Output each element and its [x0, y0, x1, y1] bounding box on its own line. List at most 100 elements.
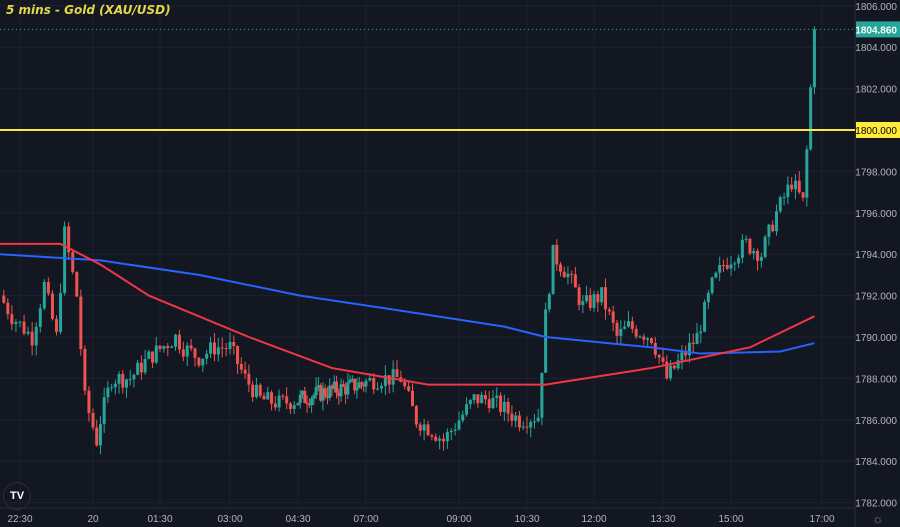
candle-body	[139, 362, 143, 373]
candle-body	[483, 394, 487, 400]
candle-body	[273, 403, 277, 408]
candle-body	[383, 375, 387, 387]
candle-body	[305, 402, 309, 404]
candle-body	[414, 406, 418, 425]
candle-body	[372, 378, 376, 390]
x-tick-label: 03:00	[217, 514, 242, 525]
candle-body	[262, 395, 266, 400]
candle-body	[34, 326, 38, 346]
candle-body	[243, 369, 247, 374]
candle-body	[476, 394, 480, 404]
candle-body	[50, 293, 54, 319]
candle-body	[236, 345, 240, 364]
candle-body	[630, 321, 634, 329]
candle-body	[22, 321, 26, 334]
candle-body	[627, 321, 630, 327]
candle-body	[672, 365, 676, 369]
candle-body	[277, 395, 281, 408]
candle-body	[607, 309, 611, 312]
candle-body	[83, 348, 87, 391]
candle-body	[771, 224, 775, 232]
candle-body	[212, 342, 216, 355]
candle-body	[411, 390, 414, 407]
candle-body	[495, 395, 499, 398]
candle-body	[740, 239, 744, 258]
y-tick-label: 1796.000	[855, 209, 897, 220]
y-tick-label: 1806.000	[855, 2, 897, 13]
candle-body	[491, 397, 495, 409]
candle-body	[809, 87, 813, 150]
candle-body	[117, 373, 121, 384]
x-tick-label: 22:30	[7, 514, 32, 525]
candle-body	[472, 394, 476, 401]
candle-body	[232, 341, 236, 346]
candle-body	[266, 392, 270, 400]
candle-body	[128, 379, 132, 381]
candle-body	[551, 244, 555, 295]
candle-body	[687, 342, 691, 356]
candle-body	[514, 415, 518, 421]
candle-body	[239, 363, 243, 370]
candle-body	[247, 373, 251, 385]
candle-body	[529, 422, 533, 428]
candle-body	[407, 386, 411, 391]
x-tick-label: 04:30	[285, 514, 310, 525]
candle-body	[445, 432, 449, 442]
y-tick-label: 1794.000	[855, 250, 897, 261]
candle-body	[346, 382, 350, 395]
y-tick-label: 1782.000	[855, 499, 897, 510]
candle-body	[292, 405, 296, 409]
candle-body	[42, 282, 46, 309]
x-tick-label: 09:00	[446, 514, 471, 525]
candle-body	[319, 385, 323, 401]
gear-icon[interactable]: ☼	[872, 511, 884, 526]
x-tick-label: 20	[87, 514, 99, 525]
candle-body	[205, 353, 209, 359]
candle-body	[573, 274, 577, 288]
y-tick-label: 1802.000	[855, 85, 897, 96]
candle-body	[577, 287, 581, 306]
candle-body	[102, 397, 106, 425]
moving-average-red	[0, 242, 815, 386]
candle-body	[669, 365, 673, 379]
x-tick-label: 10:30	[514, 514, 539, 525]
candle-body	[224, 348, 228, 350]
candle-body	[344, 386, 348, 395]
candle-body	[121, 373, 125, 388]
candle-body	[166, 346, 170, 348]
candle-body	[718, 265, 722, 273]
candle-body	[559, 264, 562, 272]
candle-body	[703, 302, 707, 332]
current-price-badge	[856, 21, 900, 38]
candle-body	[434, 436, 438, 441]
candle-body	[67, 226, 71, 253]
candle-body	[786, 184, 790, 198]
candle-body	[251, 384, 255, 398]
candle-body	[325, 396, 329, 398]
candle-body	[812, 29, 816, 88]
tradingview-logo[interactable]: TV	[3, 482, 31, 510]
candle-body	[113, 383, 117, 388]
candle-body	[487, 399, 491, 409]
x-tick-label: 13:30	[650, 514, 675, 525]
candle-body	[323, 388, 327, 397]
candle-body	[6, 302, 10, 315]
candle-body	[339, 384, 343, 397]
candle-body	[335, 381, 339, 393]
candle-body	[228, 341, 232, 349]
candle-body	[510, 413, 514, 421]
candle-body	[706, 292, 710, 303]
candle-body	[362, 384, 366, 387]
x-tick-label: 12:00	[581, 514, 606, 525]
candle-body	[790, 184, 794, 190]
candle-body	[536, 417, 540, 422]
candle-body	[453, 429, 457, 431]
candle-body	[442, 438, 445, 442]
candle-body	[158, 345, 162, 349]
candle-body	[733, 263, 737, 265]
level-price-badge	[856, 122, 900, 138]
candle-body	[650, 338, 653, 344]
candle-body	[185, 345, 189, 357]
candle-body	[307, 403, 311, 406]
